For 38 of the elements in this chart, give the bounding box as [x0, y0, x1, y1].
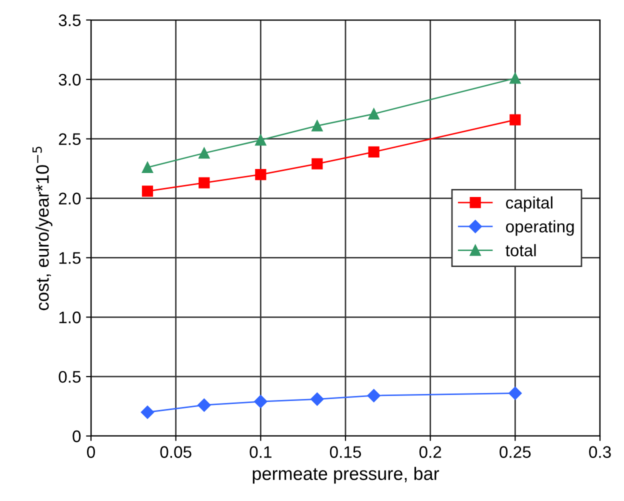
legend-label: capital [506, 196, 552, 212]
y-tick-label: 1.0 [59, 312, 81, 324]
point [255, 134, 266, 146]
x-tick-label: 0.3 [589, 446, 611, 458]
point [198, 177, 210, 188]
point [510, 72, 521, 84]
point [312, 158, 323, 170]
point [368, 108, 380, 120]
y-tick-label: 3.0 [58, 74, 81, 86]
y-tick-label: 2.5 [58, 133, 81, 146]
x-axis-title: permeate pressure, bar [252, 466, 440, 484]
y-tick-label: 0 [72, 430, 81, 442]
point [312, 120, 323, 132]
y-tick-label: 2.0 [58, 192, 81, 204]
y-tick-label: 0.5 [58, 370, 81, 383]
x-tick-label: 0 [87, 446, 95, 458]
x-tick-label: 0.25 [500, 446, 531, 458]
point [198, 398, 211, 412]
point [142, 162, 154, 173]
x-tick-label: 0.05 [160, 446, 192, 458]
x-tick-label: 0.15 [330, 446, 362, 458]
y-axis-title: cost, euro/year*10$^{−5}$ [32, 146, 52, 310]
point [508, 386, 522, 400]
point [310, 392, 324, 406]
legend-label: operating [506, 220, 574, 236]
legend-label: total [506, 244, 536, 256]
y-tick-label: 3.5 [58, 14, 81, 26]
point [368, 146, 380, 158]
point [510, 114, 521, 126]
point [140, 406, 154, 419]
x-tick-label: 0.2 [419, 446, 442, 458]
point [254, 394, 268, 408]
x-tick-label: 0.1 [250, 446, 272, 458]
point [142, 186, 154, 197]
y-tick-label: 1.5 [59, 252, 81, 264]
point [198, 148, 210, 159]
point [367, 389, 380, 402]
point [255, 168, 266, 180]
